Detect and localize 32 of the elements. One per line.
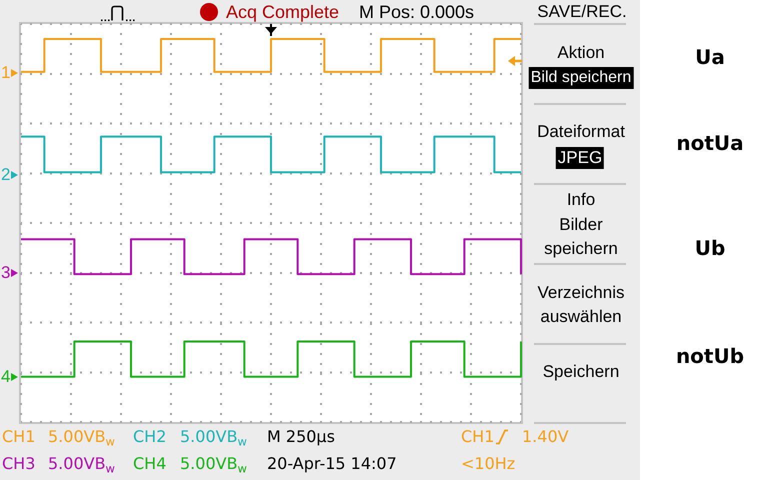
text: M 250µs bbox=[267, 427, 335, 446]
text: SAVE/REC. bbox=[537, 2, 627, 22]
text: 4 bbox=[1, 367, 10, 387]
text: Bilder speichern bbox=[544, 214, 618, 260]
text: CH1 bbox=[2, 427, 36, 446]
text: Dateiformat bbox=[537, 122, 625, 142]
text: CH4 bbox=[133, 454, 166, 473]
text: Bild speichern bbox=[528, 67, 634, 89]
text: 3 bbox=[1, 263, 10, 283]
text: CH1 bbox=[461, 427, 494, 446]
text: CH2 bbox=[133, 427, 166, 446]
text: 5.00VB$_{w}$ bbox=[180, 454, 247, 476]
text: Acq Complete bbox=[226, 2, 340, 22]
text: 5.00VB$_{w}$ bbox=[48, 454, 115, 476]
text: 2 bbox=[1, 165, 10, 185]
text: notUb bbox=[676, 344, 744, 368]
text: CH3 bbox=[2, 454, 36, 473]
text: 5.00VB$_{w}$ bbox=[180, 427, 247, 448]
text: JPEG bbox=[556, 147, 604, 169]
text: Ua bbox=[695, 45, 725, 69]
text: Info bbox=[566, 190, 596, 210]
text: 1 bbox=[1, 63, 10, 83]
text: notUa bbox=[676, 131, 744, 155]
text: Speichern bbox=[542, 362, 620, 382]
text: M Pos: 0.000s bbox=[359, 2, 474, 22]
text: Aktion bbox=[557, 43, 605, 63]
text: 1.40V bbox=[522, 427, 569, 446]
text: Ub bbox=[694, 236, 726, 260]
text: 20-Apr-15 14:07 bbox=[267, 454, 397, 473]
text: 5.00VB$_{w}$ bbox=[48, 427, 115, 448]
text: <10Hz bbox=[461, 454, 516, 473]
text: Verzeichnis auswählen bbox=[538, 282, 624, 328]
